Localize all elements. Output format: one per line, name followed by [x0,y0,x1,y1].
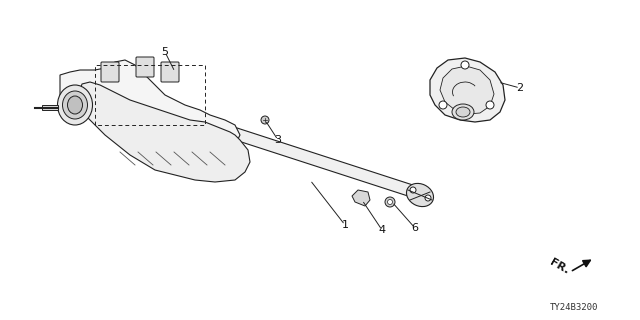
FancyBboxPatch shape [161,62,179,82]
Text: TY24B3200: TY24B3200 [550,303,598,312]
Text: FR.: FR. [548,258,571,276]
Circle shape [439,101,447,109]
Text: 6: 6 [412,223,419,233]
Ellipse shape [58,85,93,125]
Circle shape [261,116,269,124]
Polygon shape [352,190,370,206]
Ellipse shape [67,96,83,114]
Text: 1: 1 [342,220,349,230]
Polygon shape [440,66,494,114]
Text: 5: 5 [161,47,168,57]
Text: 2: 2 [516,83,524,93]
Circle shape [410,187,416,193]
Text: 4: 4 [378,225,385,235]
FancyBboxPatch shape [136,57,154,77]
Circle shape [486,101,494,109]
Circle shape [385,197,395,207]
Ellipse shape [406,183,433,207]
Polygon shape [42,105,58,110]
Circle shape [387,199,392,204]
Ellipse shape [452,104,474,120]
Polygon shape [80,82,250,182]
Ellipse shape [63,91,88,119]
Text: 3: 3 [275,135,282,145]
Polygon shape [228,126,417,198]
Circle shape [425,195,431,201]
Circle shape [461,61,469,69]
Ellipse shape [456,107,470,117]
Polygon shape [430,58,505,122]
Polygon shape [60,60,240,148]
FancyBboxPatch shape [101,62,119,82]
